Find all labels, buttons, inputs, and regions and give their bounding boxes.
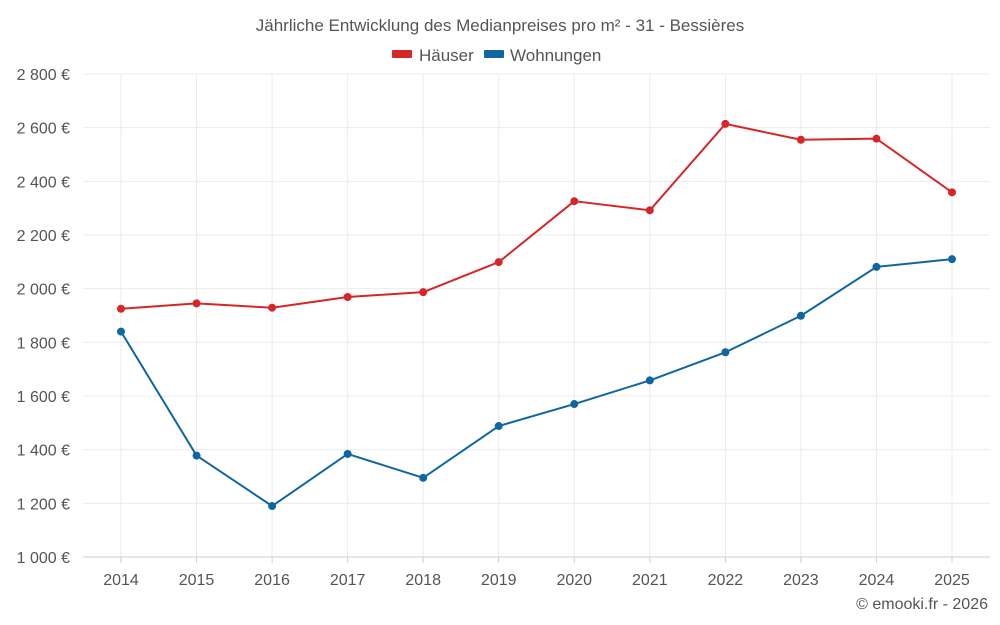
data-point-1-2	[268, 502, 277, 511]
data-point-0-0	[117, 304, 125, 313]
y-tick-label: 1 000 €	[17, 550, 70, 567]
x-tick-label: 2015	[179, 572, 215, 589]
y-tick-label: 2 200 €	[17, 228, 70, 245]
legend-swatch-1	[484, 50, 504, 58]
series-line-0	[120, 122, 953, 310]
legend-swatch-0	[392, 50, 412, 58]
data-point-1-8	[721, 348, 730, 357]
y-tick-label: 1 600 €	[17, 389, 70, 406]
y-tick-label: 2 000 €	[17, 282, 70, 299]
data-point-1-9	[796, 311, 805, 320]
data-point-0-7	[645, 206, 654, 215]
data-point-0-4	[419, 288, 428, 297]
y-tick-label: 1 400 €	[17, 443, 70, 460]
x-tick-label: 2025	[934, 572, 970, 589]
data-point-0-2	[268, 303, 277, 312]
data-point-0-11	[948, 188, 956, 197]
data-point-1-5	[494, 422, 503, 431]
x-tick-label: 2017	[330, 572, 366, 589]
data-point-0-10	[872, 134, 881, 143]
data-point-0-6	[570, 197, 579, 206]
data-point-0-3	[343, 292, 352, 301]
legend-label-1: Wohnungen	[510, 46, 601, 65]
data-point-1-11	[948, 255, 956, 264]
y-tick-label: 2 600 €	[17, 121, 70, 138]
x-tick-label: 2019	[481, 572, 517, 589]
data-point-0-5	[494, 258, 503, 267]
x-tick-label: 2020	[556, 572, 592, 589]
y-tick-label: 2 400 €	[17, 174, 70, 191]
data-point-1-4	[419, 473, 428, 482]
data-point-1-10	[872, 262, 881, 271]
data-point-1-0	[117, 327, 125, 336]
x-tick-label: 2022	[708, 572, 744, 589]
x-tick-label: 2018	[405, 572, 441, 589]
y-tick-label: 2 800 €	[17, 67, 70, 84]
data-point-1-1	[192, 451, 201, 460]
data-point-1-3	[343, 449, 352, 458]
x-tick-label: 2014	[103, 572, 139, 589]
y-tick-label: 1 800 €	[17, 335, 70, 352]
x-tick-label: 2023	[783, 572, 819, 589]
legend: Häuser Wohnungen	[392, 46, 601, 65]
series	[117, 119, 956, 511]
x-tick-label: 2016	[254, 572, 290, 589]
data-point-0-8	[721, 119, 730, 128]
data-point-1-7	[645, 376, 654, 385]
legend-label-0: Häuser	[419, 46, 474, 65]
credit-text: © emooki.fr - 2026	[856, 596, 988, 613]
axes: 1 000 € 1 200 € 1 400 € 1 600 € 1 800 € 2 000…	[17, 67, 990, 589]
x-tick-label: 2024	[859, 572, 895, 589]
data-point-1-6	[570, 400, 579, 409]
grid	[83, 73, 990, 557]
x-tick-label: 2021	[632, 572, 668, 589]
chart-title: Jährliche Entwicklung des Medianpreises …	[256, 16, 744, 35]
y-tick-label: 1 200 €	[17, 496, 70, 513]
data-point-0-9	[796, 135, 805, 144]
data-point-0-1	[192, 299, 201, 308]
series-line-1	[120, 258, 953, 508]
